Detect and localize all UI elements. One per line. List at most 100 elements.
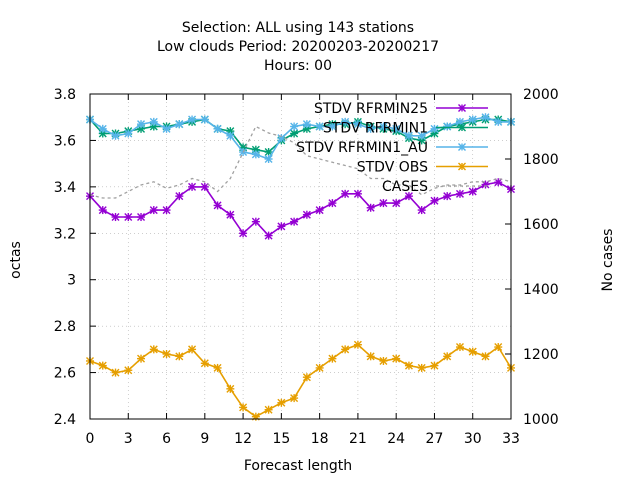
series-stdv-rfrmin1-au [86, 113, 515, 163]
series-line [89, 125, 512, 199]
data-point [443, 122, 452, 131]
x-tick-label: 3 [124, 431, 133, 447]
data-point [353, 120, 362, 129]
data-point [417, 131, 426, 140]
data-point [111, 368, 120, 377]
data-point [353, 340, 362, 349]
title-line-3: Hours: 00 [264, 58, 332, 74]
data-point [264, 231, 273, 240]
data-point [200, 115, 209, 124]
data-point [175, 192, 184, 201]
data-point [392, 199, 401, 208]
data-point [188, 182, 197, 191]
data-point [226, 384, 235, 393]
x-tick-label: 18 [311, 431, 329, 447]
x-tick-label: 6 [162, 431, 171, 447]
data-point [175, 352, 184, 361]
y2-tick-label: 2000 [523, 87, 559, 103]
series-line [89, 181, 512, 237]
data-point [302, 373, 311, 382]
y2-axis-label: No cases [600, 229, 616, 292]
x-tick-label: 9 [200, 431, 209, 447]
ticks: 0 3 6 9 12 15 18 21 24 27 30 33 2.4 2.6 2.8 3 3.2 3.4 3.6 3… [54, 87, 559, 447]
title-line-1: Selection: ALL using 143 stations [182, 20, 414, 36]
data-point [188, 345, 197, 354]
data-point [353, 189, 362, 198]
legend-label: STDV RFRMIN1 [323, 121, 428, 137]
y-tick-label: 2.6 [54, 366, 76, 382]
data-point [455, 189, 464, 198]
data-point [494, 178, 503, 187]
y2-tick-label: 1600 [523, 217, 559, 233]
chart-title: Selection: ALL using 143 stations Low cl… [157, 20, 439, 74]
series-layer [86, 113, 515, 421]
data-point [468, 115, 477, 124]
data-point [392, 354, 401, 363]
legend-label: CASES [382, 179, 428, 195]
data-point [137, 213, 146, 222]
data-point [213, 363, 222, 372]
data-point [226, 131, 235, 140]
y-tick-label: 3.8 [54, 87, 76, 103]
data-point [290, 394, 299, 403]
y2-tick-label: 1200 [523, 347, 559, 363]
data-point [430, 196, 439, 205]
data-point [481, 352, 490, 361]
data-point [379, 199, 388, 208]
series-stdv-obs [86, 340, 515, 421]
data-point [443, 352, 452, 361]
data-point [213, 201, 222, 210]
title-line-2: Low clouds Period: 20200203-20200217 [157, 39, 439, 55]
data-point [315, 363, 324, 372]
x-tick-label: 24 [387, 431, 405, 447]
data-point [124, 129, 133, 138]
legend-marker [458, 104, 466, 112]
y-tick-label: 3.2 [54, 226, 76, 242]
data-point [162, 350, 171, 358]
data-point [149, 117, 158, 126]
data-point [290, 122, 299, 131]
y-tick-label: 2.8 [54, 319, 76, 335]
data-point [366, 203, 375, 212]
x-tick-label: 30 [464, 431, 482, 447]
data-point [315, 206, 324, 215]
y2-tick-label: 1800 [523, 152, 559, 168]
data-point [277, 134, 286, 143]
legend: STDV RFRMIN25 STDV RFRMIN1 STDV RFRMIN1_AU… [296, 101, 488, 195]
data-point [379, 356, 388, 365]
legend-item-cases: CASES [382, 179, 488, 195]
data-point [481, 113, 490, 122]
data-point [149, 345, 158, 354]
data-point [404, 192, 413, 201]
data-point [111, 131, 120, 140]
y-tick-label: 3 [67, 273, 76, 289]
data-point [366, 124, 375, 133]
data-point [404, 361, 413, 370]
data-point [226, 210, 235, 219]
legend-item-stdv-obs: STDV OBS [357, 160, 488, 176]
data-point [98, 361, 107, 370]
data-point [98, 124, 107, 133]
data-point [379, 122, 388, 131]
legend-label: STDV OBS [357, 160, 428, 176]
data-point [341, 345, 350, 354]
data-point [328, 122, 337, 131]
data-point [124, 213, 133, 222]
y-tick-label: 3.4 [54, 180, 76, 196]
data-point [162, 124, 171, 133]
y-tick-label: 3.6 [54, 133, 76, 149]
legend-item-stdv-rfrmin25: STDV RFRMIN25 [314, 101, 488, 117]
data-point [315, 122, 324, 131]
data-point [468, 187, 477, 196]
data-point [341, 189, 350, 198]
data-point [455, 343, 464, 352]
x-tick-label: 0 [86, 431, 95, 447]
data-point [430, 124, 439, 133]
data-point [264, 405, 273, 414]
series-line [89, 343, 512, 418]
data-point [290, 129, 299, 138]
data-point [111, 213, 120, 222]
data-point [290, 217, 299, 226]
data-point [302, 120, 311, 129]
